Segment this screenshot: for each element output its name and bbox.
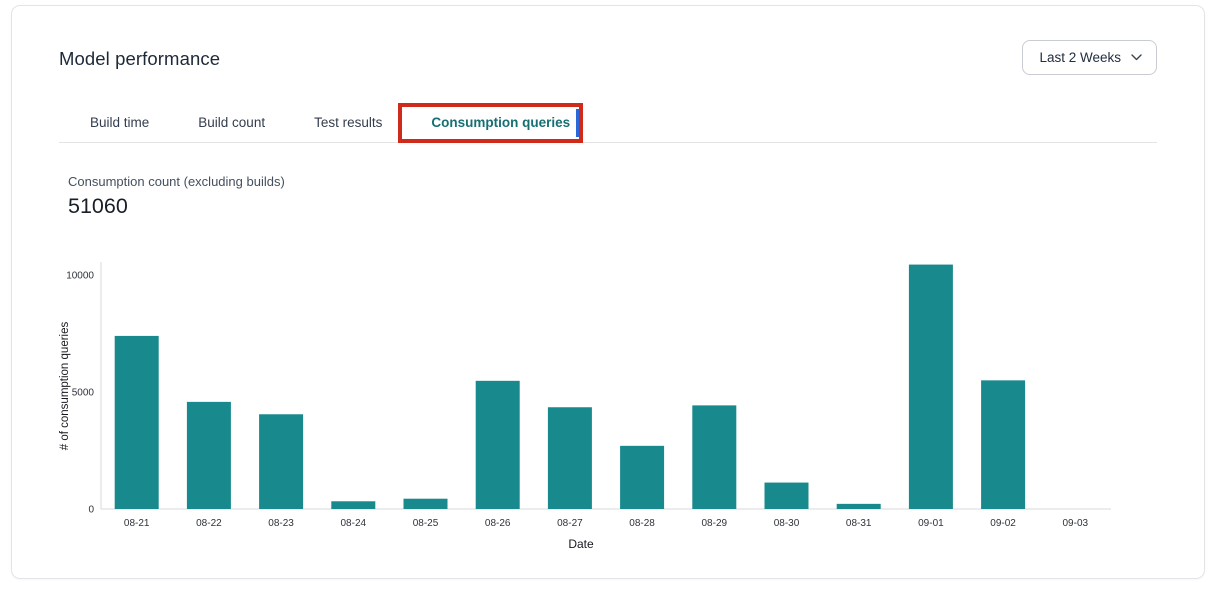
bar-08-27[interactable] — [547, 407, 592, 509]
bar-08-24[interactable] — [331, 501, 376, 509]
x-tick-label: 08-25 — [413, 518, 439, 529]
x-tick-label: 08-23 — [268, 518, 294, 529]
bar-08-26[interactable] — [475, 380, 520, 509]
y-tick-label: 10000 — [66, 271, 94, 282]
bar-08-29[interactable] — [692, 405, 737, 509]
x-tick-label: 09-01 — [918, 518, 944, 529]
bar-08-31[interactable] — [836, 503, 881, 509]
y-tick-label: 0 — [88, 505, 94, 516]
bar-09-01[interactable] — [908, 264, 953, 509]
x-tick-label: 08-28 — [629, 518, 655, 529]
bar-09-02[interactable] — [981, 380, 1026, 509]
x-tick-label: 09-03 — [1063, 518, 1089, 529]
consumption-chart-svg: 0 5000 10000 08-21 08-22 08-23 08-24 08-25 08-26… — [59, 262, 1111, 551]
time-range-select[interactable]: Last 2 Weeks — [1022, 40, 1157, 75]
x-tick-label: 08-24 — [341, 518, 367, 529]
metric-label: Consumption count (excluding builds) — [68, 174, 285, 189]
y-axis-title: # of consumption queries — [59, 322, 71, 451]
tab-build-time[interactable]: Build time — [90, 115, 150, 130]
x-tick-label: 09-02 — [990, 518, 1016, 529]
bar-08-30[interactable] — [764, 482, 809, 509]
bar-08-21[interactable] — [114, 335, 159, 509]
chevron-down-icon — [1131, 54, 1142, 61]
tab-bar: Build time Build count Test results Cons… — [59, 105, 1157, 143]
model-performance-card: Model performance Last 2 Weeks Build tim… — [11, 5, 1205, 579]
bar-08-22[interactable] — [186, 401, 231, 509]
page-title: Model performance — [59, 48, 221, 69]
consumption-chart: 0 5000 10000 08-21 08-22 08-23 08-24 08-25 08-26… — [56, 253, 1126, 558]
bar-08-23[interactable] — [259, 414, 304, 509]
time-range-value: Last 2 Weeks — [1039, 50, 1121, 65]
x-tick-label: 08-21 — [124, 518, 150, 529]
y-tick-label: 5000 — [72, 388, 95, 399]
x-tick-label: 08-30 — [774, 518, 800, 529]
x-axis-title: Date — [568, 537, 594, 551]
tab-test-results[interactable]: Test results — [314, 115, 383, 130]
x-tick-label: 08-29 — [702, 518, 728, 529]
bar-08-28[interactable] — [620, 445, 665, 509]
x-tick-label: 08-27 — [557, 518, 583, 529]
metric-value: 51060 — [68, 194, 128, 218]
tab-build-count[interactable]: Build count — [198, 115, 266, 130]
bar-08-25[interactable] — [403, 498, 448, 509]
tab-consumption-queries[interactable]: Consumption queries — [431, 115, 571, 130]
x-tick-label: 08-26 — [485, 518, 511, 529]
x-tick-label: 08-31 — [846, 518, 872, 529]
x-tick-label: 08-22 — [196, 518, 222, 529]
